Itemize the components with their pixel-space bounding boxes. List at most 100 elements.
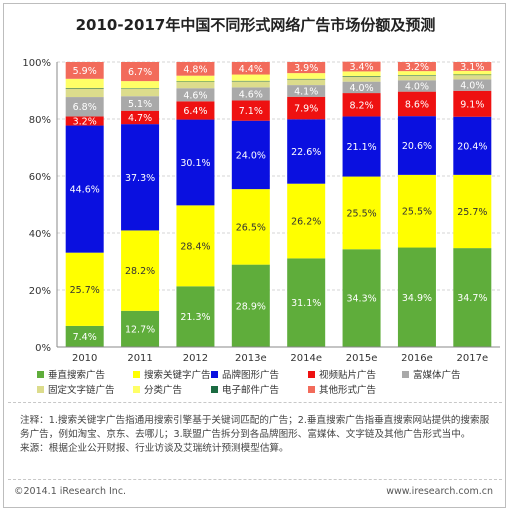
bar-segment xyxy=(121,88,160,97)
bar-segment xyxy=(287,119,326,184)
legend-swatch xyxy=(308,371,315,378)
data-label: 4.8% xyxy=(183,64,207,75)
x-tick-label: 2010 xyxy=(72,353,97,364)
bar-segment xyxy=(65,116,104,126)
bar-segment xyxy=(176,205,215,287)
bar-segment xyxy=(176,81,215,89)
bars: 7.4% 25.7% 44.6% 3.2% 6.8% 5.9% 12.7% 28.2% 37.3… xyxy=(65,61,492,347)
legend-label: 垂直搜索广告 xyxy=(48,369,105,381)
bar-segment xyxy=(287,78,326,80)
data-label: 26.2% xyxy=(291,217,321,228)
legend-label: 其他形式广告 xyxy=(319,384,376,396)
source-line: 来源：根据企业公开财报、行业访谈及艾瑞统计预测模型估算。 xyxy=(20,443,289,454)
bar-segment xyxy=(397,75,436,81)
bar-segment xyxy=(287,85,326,97)
bar-segment xyxy=(121,88,160,89)
data-label: 7.9% xyxy=(294,104,318,115)
data-label: 21.1% xyxy=(346,142,376,153)
data-label: 3.1% xyxy=(460,62,484,73)
footer-separator xyxy=(8,479,502,480)
x-tick-label: 2011 xyxy=(127,353,152,364)
data-label: 3.9% xyxy=(294,63,318,74)
data-label: 34.7% xyxy=(457,293,487,304)
bar-segment xyxy=(65,78,104,88)
bar-segment xyxy=(287,79,326,86)
bar-segment xyxy=(453,62,492,71)
bar-segment xyxy=(342,176,381,250)
data-label: 8.6% xyxy=(405,99,429,110)
bar-segment xyxy=(121,124,160,231)
bar-segment xyxy=(121,310,160,347)
y-tick-label: 0% xyxy=(35,343,51,354)
data-label: 24.0% xyxy=(236,150,266,161)
bar-segment xyxy=(176,62,215,76)
bar-segment xyxy=(65,88,104,98)
data-label: 28.2% xyxy=(125,266,155,277)
legend-label: 视频贴片广告 xyxy=(319,369,376,381)
bar-segment xyxy=(342,75,381,77)
bar-segment xyxy=(453,70,492,75)
data-label: 28.9% xyxy=(236,301,266,312)
bar-segment xyxy=(231,81,270,88)
data-label: 4.6% xyxy=(183,90,207,101)
axes: 0% 20% 40% 60% 80% 100% 2010 2011 2012 2013e 2014e… xyxy=(22,58,500,364)
stacked-bar-chart: 7.4% 25.7% 44.6% 3.2% 6.8% 5.9% 12.7% 28.2% 37.3… xyxy=(22,58,500,396)
note-line: 注释：1.搜索关键字广告指通用搜索引擎基于关键词匹配的广告；2.垂直搜索广告指垂… xyxy=(20,415,490,440)
legend-swatch xyxy=(37,386,44,393)
legend-swatch xyxy=(308,386,315,393)
data-label: 34.9% xyxy=(402,293,432,304)
bar-segment xyxy=(453,90,492,117)
data-label: 4.0% xyxy=(405,81,429,92)
data-label: 6.8% xyxy=(73,102,97,113)
bar-segment xyxy=(231,80,270,82)
legend-label: 分类广告 xyxy=(144,384,182,396)
notes-separator xyxy=(8,402,502,403)
y-tick-label: 100% xyxy=(22,58,51,69)
x-tick-label: 2013e xyxy=(235,353,267,364)
data-label: 4.0% xyxy=(349,83,373,94)
bar-segment xyxy=(176,75,215,82)
bar-segment xyxy=(231,189,270,265)
data-label: 4.7% xyxy=(128,113,152,124)
bar-segment xyxy=(176,101,215,120)
data-label: 37.3% xyxy=(125,173,155,184)
bar-segment xyxy=(231,264,270,347)
data-label: 9.1% xyxy=(460,99,484,110)
data-label: 25.5% xyxy=(402,207,432,218)
data-label: 31.1% xyxy=(291,298,321,309)
bar-segment xyxy=(397,80,436,92)
data-label: 3.2% xyxy=(73,116,97,127)
bar-segment xyxy=(342,71,381,76)
data-label: 21.3% xyxy=(180,312,210,323)
bar-segment xyxy=(397,62,436,72)
x-tick-label: 2014e xyxy=(290,353,322,364)
legend-swatch xyxy=(211,371,218,378)
data-label: 20.4% xyxy=(457,141,487,152)
data-label: 8.2% xyxy=(349,100,373,111)
data-label: 25.7% xyxy=(457,207,487,218)
copyright: ©2014.1 iResearch Inc. xyxy=(14,486,127,497)
bar-segment xyxy=(176,88,215,102)
data-label: 5.1% xyxy=(128,99,152,110)
data-label: 25.5% xyxy=(346,208,376,219)
bar-segment xyxy=(121,110,160,125)
data-label: 7.1% xyxy=(239,106,263,117)
bar-segment xyxy=(231,74,270,81)
bar-segment xyxy=(287,62,326,74)
y-tick-label: 80% xyxy=(29,115,51,126)
y-tick-label: 20% xyxy=(29,286,51,297)
legend-swatch xyxy=(37,371,44,378)
x-tick-label: 2012 xyxy=(183,353,208,364)
bar-segment xyxy=(176,119,215,206)
y-grid xyxy=(57,61,500,291)
data-label: 3.2% xyxy=(405,62,429,73)
legend-swatch xyxy=(402,371,409,378)
bar-segment xyxy=(121,62,160,82)
bar-segment xyxy=(287,96,326,120)
x-tick-label: 2016e xyxy=(401,353,433,364)
data-label: 20.6% xyxy=(402,141,432,152)
bar-segment xyxy=(176,81,215,82)
data-label: 6.7% xyxy=(128,67,152,78)
bar-segment xyxy=(342,93,381,117)
